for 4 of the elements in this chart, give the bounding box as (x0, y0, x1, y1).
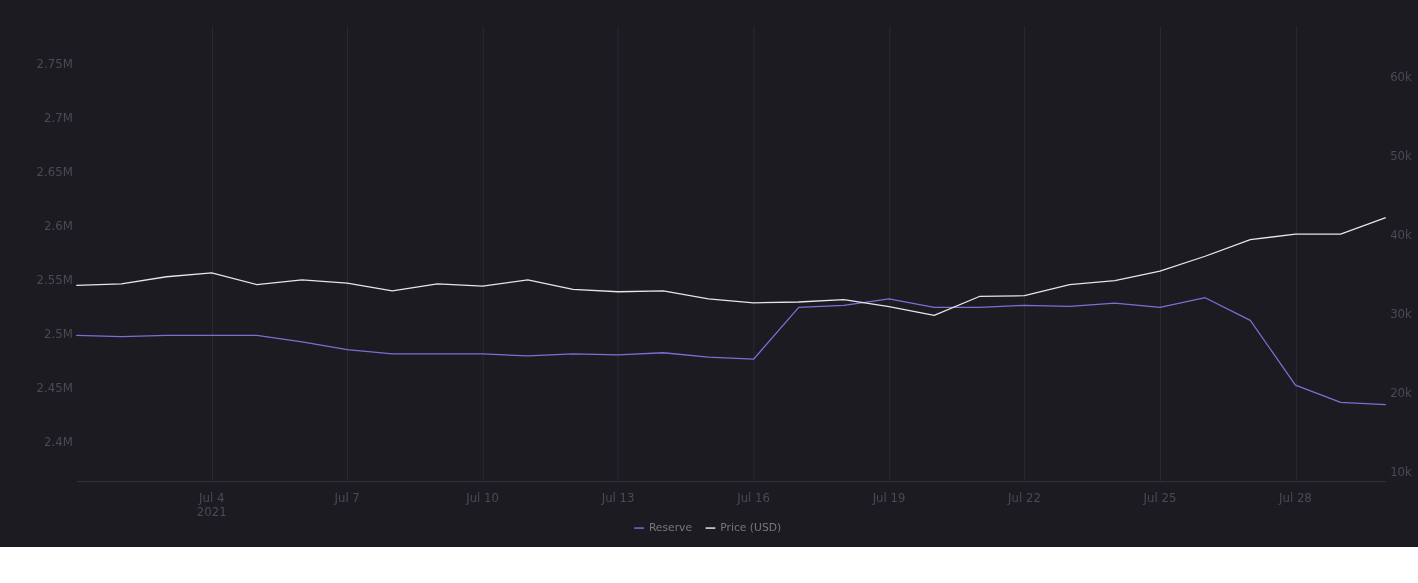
line-series (75, 297, 1387, 406)
line-series (75, 216, 1387, 317)
legend-label: Price (USD) (720, 521, 782, 535)
legend-label: Reserve (648, 521, 693, 535)
